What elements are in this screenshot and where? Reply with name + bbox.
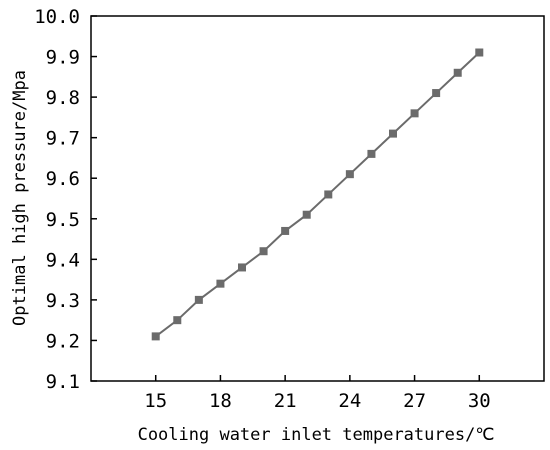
x-axis-title: Cooling water inlet temperatures/℃ [138, 425, 495, 445]
data-point-marker [453, 68, 462, 77]
data-point-marker [194, 295, 203, 304]
data-point-marker [324, 190, 333, 199]
data-point-marker [216, 279, 225, 288]
data-point-marker [238, 263, 246, 272]
series-line [155, 51, 480, 338]
x-tick-label: 21 [274, 390, 297, 412]
y-tick-label: 9.1 [46, 371, 80, 393]
data-point-marker [259, 247, 268, 256]
data-point-marker [475, 48, 484, 57]
y-tick-label: 9.4 [46, 249, 80, 271]
x-tick-label: 18 [209, 390, 232, 412]
y-tick-label: 9.5 [46, 209, 80, 231]
data-point-marker [410, 109, 419, 118]
x-tick-label: 30 [468, 390, 491, 412]
x-tick-label: 15 [144, 390, 167, 412]
y-axis-title: Optimal high pressure/Mpa [10, 70, 30, 326]
y-tick-label: 9.2 [46, 330, 80, 352]
data-point-marker [302, 210, 311, 219]
series-layer [151, 48, 484, 341]
y-tick-label: 9.7 [46, 128, 80, 150]
data-point-marker [345, 170, 354, 179]
y-tick-label: 9.3 [46, 290, 80, 312]
data-point-marker [281, 226, 290, 235]
y-tick-label: 9.8 [46, 87, 80, 109]
data-point-marker [367, 149, 376, 158]
data-point-marker [389, 129, 397, 138]
y-tick-label: 9.9 [46, 47, 80, 69]
y-tick-label: 9.6 [46, 168, 80, 190]
data-point-marker [151, 332, 160, 341]
y-tick-label: 10.0 [34, 6, 80, 28]
data-point-marker [432, 89, 441, 98]
plot-frame [90, 15, 545, 382]
data-point-marker [173, 316, 182, 325]
x-tick-label: 24 [338, 390, 361, 412]
x-axis: 15 18 21 24 27 30 [144, 375, 491, 412]
x-tick-label: 27 [403, 390, 426, 412]
y-axis: 9.1 9.2 9.3 9.4 9.5 9.6 9.7 9.8 9.9 10.0 [34, 6, 97, 393]
